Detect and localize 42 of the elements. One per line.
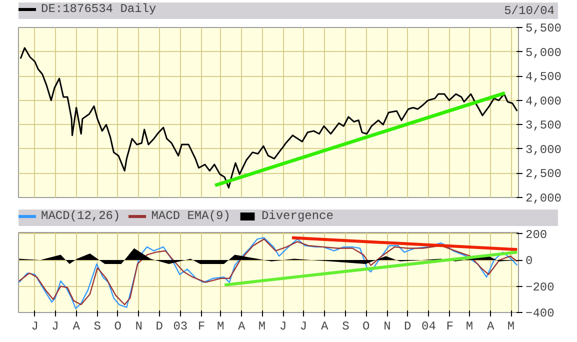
x-tick-label: M — [216, 320, 224, 334]
x-tick-label: F — [446, 320, 454, 334]
y-tick-label: 4,500 — [526, 70, 562, 84]
y-tick-label: 4,000 — [526, 94, 562, 108]
x-tick-label: N — [384, 320, 391, 334]
x-tick-label: S — [342, 320, 350, 334]
x-tick-label: A — [321, 320, 330, 334]
y-tick-label: 2,500 — [526, 167, 562, 182]
x-tick-label: M — [258, 320, 266, 334]
x-tick-label: F — [198, 320, 206, 334]
y-tick-label: 5,500 — [526, 22, 562, 36]
x-tick-label: N — [135, 320, 143, 334]
x-tick-label: J — [280, 320, 287, 334]
legend-label: MACD EMA(9) — [151, 209, 230, 223]
y-tick-label: 2,000 — [526, 192, 562, 206]
text: 5/10/04 — [504, 4, 555, 18]
y-tick-label: 3,500 — [526, 118, 562, 133]
x-tick-label: 03 — [173, 320, 188, 334]
line-series — [20, 47, 518, 189]
x-tick-label: O — [114, 320, 122, 334]
x-tick-label: J — [300, 320, 308, 334]
x-tick-label: M — [507, 320, 515, 334]
x-tick-label: D — [404, 320, 412, 334]
x-tick-label: M — [466, 320, 474, 334]
legend-label: MACD(12,26) — [41, 209, 120, 223]
x-tick-label: A — [238, 320, 246, 334]
x-tick-label: A — [72, 320, 81, 334]
y-tick-label: 3,000 — [526, 142, 562, 157]
y-tick-label: 200 — [526, 228, 548, 242]
x-tick-label: J — [52, 320, 59, 334]
y-tick-label: 0 — [526, 254, 533, 268]
x-tick-label: 04 — [422, 320, 436, 334]
x-tick-label: A — [487, 320, 496, 334]
y-tick-label: −400 — [526, 306, 554, 320]
legend-label: Divergence — [261, 209, 334, 223]
x-tick-label: J — [31, 320, 38, 334]
x-tick-label: S — [94, 320, 102, 334]
y-tick-label: −200 — [526, 280, 554, 294]
x-tick-label: O — [362, 320, 370, 334]
x-tick-label: D — [156, 320, 163, 334]
y-tick-label: 5,000 — [526, 46, 562, 60]
legend-label: DE:1876534 Daily — [41, 2, 156, 16]
